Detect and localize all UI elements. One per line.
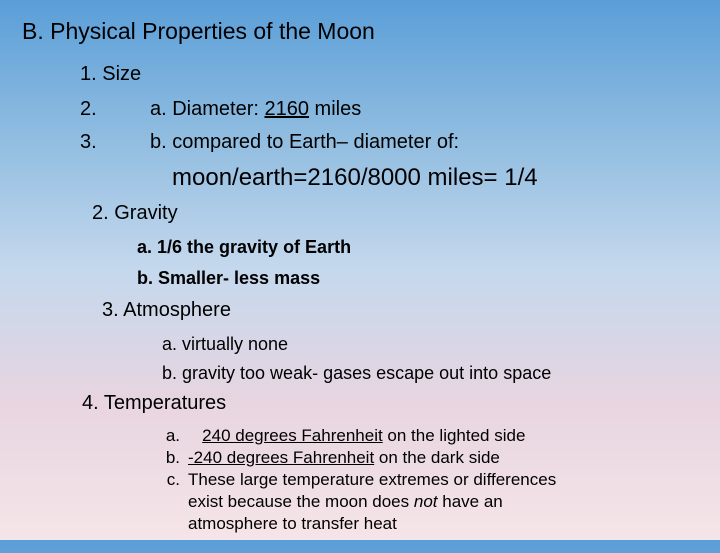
gravity-a: a. 1/6 the gravity of Earth (137, 237, 698, 258)
diameter-label: a. Diameter: (150, 98, 264, 120)
temp-a-value: 240 degrees Fahrenheit (202, 426, 383, 445)
temp-b-label: b. (162, 447, 188, 469)
temp-b-post: on the dark side (374, 448, 500, 467)
temp-heading: 4. Temperatures (82, 392, 698, 415)
section-title: B. Physical Properties of the Moon (22, 18, 698, 45)
ratio-text: moon/earth=2160/8000 miles= 1/4 (172, 164, 698, 192)
gravity-b: b. Smaller- less mass (137, 268, 698, 289)
temp-b-value: -240 degrees Fahrenheit (188, 448, 374, 467)
diameter-unit: miles (309, 98, 361, 120)
diameter-text: a. Diameter: 2160 miles (150, 98, 361, 121)
temp-b-content: -240 degrees Fahrenheit on the dark side (188, 447, 588, 469)
compared-text: b. compared to Earth– diameter of: (150, 131, 459, 154)
temp-c-row: c. These large temperature extremes or d… (162, 469, 698, 535)
atmo-heading: 3. Atmosphere (102, 299, 698, 322)
temp-a-content: 240 degrees Fahrenheit on the lighted si… (188, 425, 588, 447)
temp-b-row: b. -240 degrees Fahrenheit on the dark s… (162, 447, 698, 469)
gravity-heading: 2. Gravity (92, 202, 698, 225)
temp-a-label: a. (162, 425, 188, 447)
temp-a-row: a. 240 degrees Fahrenheit on the lighted… (162, 425, 698, 447)
num-2: 2. (80, 98, 150, 121)
atmo-b: b. gravity too weak- gases escape out in… (162, 363, 698, 384)
temp-c-not: not (414, 492, 438, 511)
compared-row: 3. b. compared to Earth– diameter of: (80, 131, 698, 154)
temp-c-content: These large temperature extremes or diff… (188, 469, 588, 535)
temp-a-post: on the lighted side (383, 426, 526, 445)
temp-c-label: c. (162, 469, 188, 535)
atmo-a: a. virtually none (162, 334, 698, 355)
num-3: 3. (80, 131, 150, 154)
diameter-row: 2. a. Diameter: 2160 miles (80, 98, 698, 121)
diameter-value: 2160 (264, 98, 309, 120)
size-heading: 1. Size (80, 63, 698, 86)
temp-list: a. 240 degrees Fahrenheit on the lighted… (162, 425, 698, 535)
slide-content: B. Physical Properties of the Moon 1. Si… (0, 0, 720, 553)
